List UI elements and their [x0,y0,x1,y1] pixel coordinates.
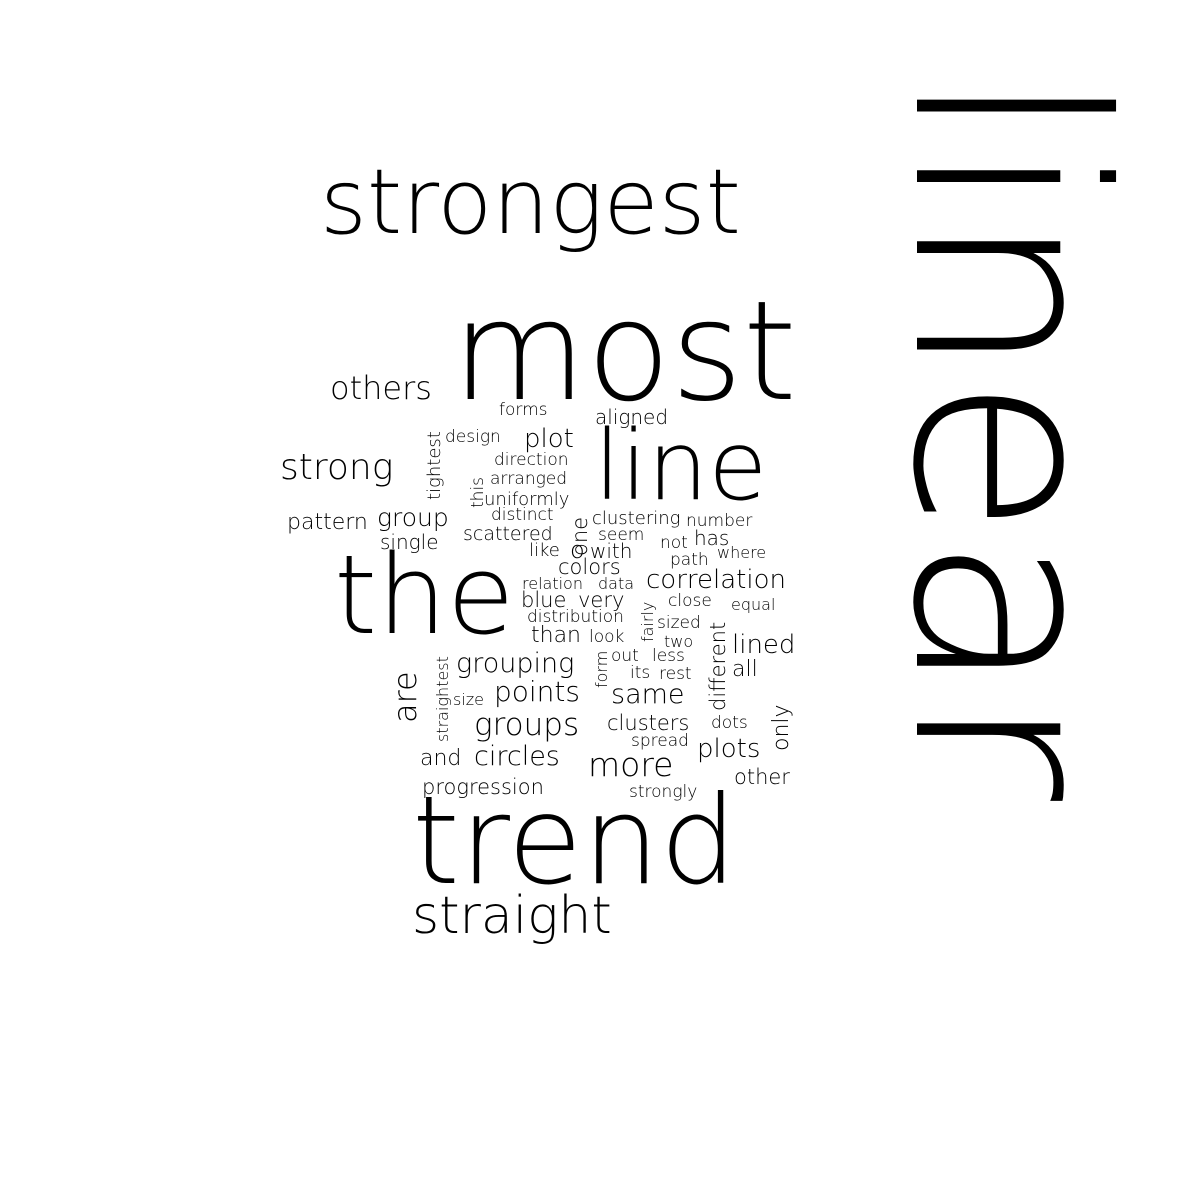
word-are: are [386,671,424,723]
word-size: size [453,690,485,709]
word-linear: linear [855,70,1160,800]
word-correlation: correlation [646,565,786,595]
word-more: more [588,745,674,784]
word-path: path [670,550,709,570]
word-spread: spread [631,731,689,751]
word-with: with [590,539,633,563]
word-fairly: fairly [638,601,657,642]
word-clustering: clustering [592,508,681,529]
word-single: single [380,530,439,554]
word-line: line [594,410,768,522]
word-where: where [717,543,767,562]
word-has: has [694,526,730,550]
word-data: data [598,574,635,593]
word-uniformly: uniformly [484,489,570,510]
word-blue: blue [521,588,567,612]
word-circles: circles [474,741,560,772]
word-colors: colors [558,555,621,579]
word-very: very [578,588,625,612]
word-pattern: pattern [287,510,368,535]
word-strong: strong [280,447,394,488]
word-other: other [734,765,790,789]
word-aligned: aligned [595,405,669,429]
word-not: not [660,533,688,553]
word-trend: trend [412,770,738,912]
word-out: out [611,646,639,666]
word-straightest: straightest [433,656,452,742]
word-form: form [592,650,611,688]
word-and: and [420,746,462,771]
word-plot: plot [524,424,574,454]
word-groups: groups [474,707,580,743]
word-arranged: arranged [490,469,568,489]
word-others: others [330,369,432,407]
word-group: group [377,503,449,532]
word-its: its [630,663,651,683]
word-direction: direction [494,450,569,470]
word-plots: plots [697,734,761,764]
word-distribution: distribution [527,607,624,627]
word-straight: straight [412,886,612,946]
word-different: different [706,621,730,711]
word-two: two [664,632,694,651]
word-grouping: grouping [456,648,575,679]
word-o: o [570,536,585,564]
word-rest: rest [659,664,692,684]
word-progression: progression [422,775,544,799]
word-distinct: distinct [491,505,554,525]
word-dots: dots [711,713,748,733]
word-close: close [668,591,712,611]
word-forms: forms [499,400,548,420]
word-only: only [769,704,794,751]
word-tightest: tightest [424,431,445,500]
word-design: design [445,427,501,447]
word-look: look [589,627,625,647]
word-strongly: strongly [629,782,698,802]
word-same: same [611,679,685,710]
word-most: most [452,271,797,432]
word-relation: relation [522,574,583,593]
word-like: like [529,540,560,561]
word-than: than [531,623,581,648]
word-equal: equal [731,595,776,614]
word-clusters: clusters [607,711,690,735]
word-less: less [652,646,685,666]
word-lined: lined [732,630,796,660]
word-seem: seem [598,525,645,545]
word-strongest: strongest [320,150,741,255]
word-sized: sized [657,613,701,633]
word-the: the [334,531,515,659]
word-scattered: scattered [463,523,553,545]
word-number: number [686,511,753,531]
word-points: points [494,675,580,708]
word-all: all [732,657,758,682]
